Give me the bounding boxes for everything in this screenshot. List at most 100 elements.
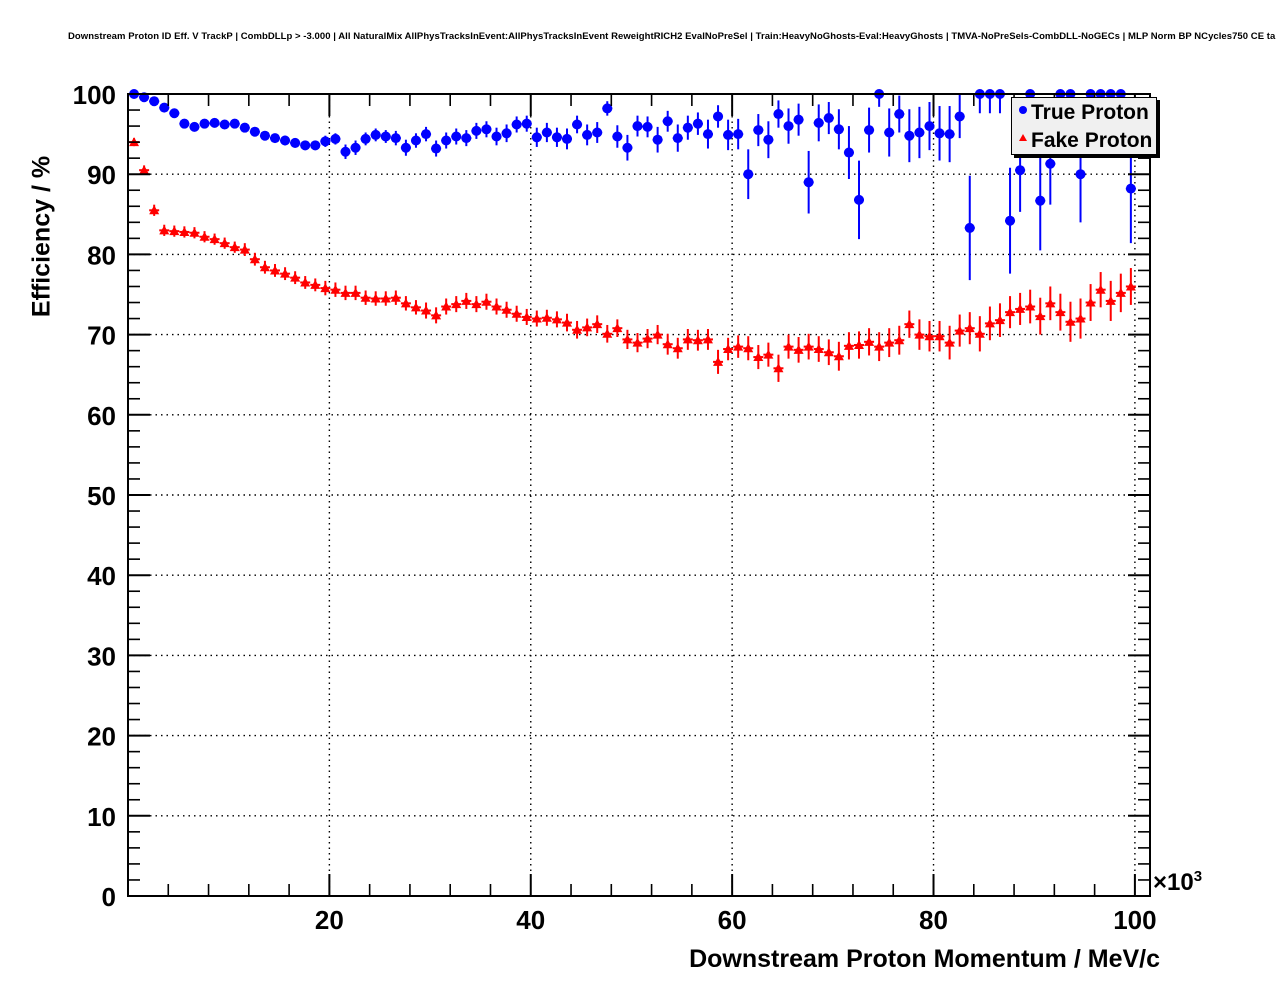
data-point-marker — [652, 329, 663, 339]
y-tick-label: 50 — [87, 481, 116, 511]
data-point-marker — [733, 129, 744, 140]
data-point-marker — [924, 121, 935, 132]
x-tick-label: 80 — [919, 905, 948, 935]
data-point-marker — [1015, 303, 1026, 313]
data-point-marker — [592, 127, 603, 138]
legend-label-true-proton: True Proton — [1031, 100, 1149, 124]
data-point-marker — [421, 129, 432, 140]
data-point-marker — [713, 356, 724, 366]
data-point-marker — [944, 337, 955, 347]
data-point-marker — [441, 135, 452, 146]
x-tick-label: 100 — [1113, 905, 1156, 935]
x-axis-title: Downstream Proton Momentum / MeV/c — [689, 945, 1160, 973]
data-point-marker — [360, 133, 371, 144]
data-point-marker — [1035, 311, 1046, 321]
data-point-marker — [743, 343, 754, 353]
data-point-marker — [390, 133, 401, 144]
data-point-marker — [521, 118, 532, 129]
data-point-marker — [330, 284, 341, 294]
data-point-marker — [833, 351, 844, 361]
data-point-marker — [572, 324, 583, 334]
data-point-marker — [219, 238, 230, 248]
data-point-marker — [854, 194, 865, 205]
data-point-marker — [259, 262, 270, 272]
data-point-marker — [884, 337, 895, 347]
data-point-marker — [823, 113, 834, 124]
exponent-power: 3 — [1193, 868, 1203, 885]
data-point-marker — [1105, 295, 1116, 305]
data-point-marker — [360, 292, 371, 302]
data-point-marker — [280, 135, 291, 146]
data-point-marker — [813, 117, 824, 128]
legend: True Proton Fake Proton — [1011, 97, 1157, 155]
data-point-marker — [169, 226, 180, 236]
data-point-marker — [662, 116, 673, 127]
data-point-marker — [723, 344, 734, 354]
data-point-marker — [219, 119, 230, 130]
y-tick-label: 20 — [87, 722, 116, 752]
data-point-marker — [763, 134, 774, 145]
data-point-marker — [209, 234, 220, 244]
data-point-marker — [944, 129, 955, 140]
data-point-marker — [562, 133, 573, 144]
data-point-marker — [622, 334, 633, 344]
x-tick-label: 60 — [718, 905, 747, 935]
data-point-marker — [924, 331, 935, 341]
data-point-marker — [199, 118, 210, 129]
data-point-marker — [954, 111, 965, 122]
data-point-marker — [159, 102, 170, 113]
data-point-marker — [320, 136, 331, 147]
data-point-marker — [964, 323, 975, 333]
data-point-marker — [179, 118, 190, 129]
data-point-marker — [1075, 313, 1086, 323]
data-point-marker — [723, 129, 734, 140]
data-point-marker — [642, 121, 653, 132]
data-point-marker — [793, 114, 804, 125]
y-axis-title: Efficiency / % — [27, 155, 56, 318]
data-point-marker — [1055, 307, 1066, 317]
y-tick-label: 90 — [87, 160, 116, 190]
legend-entry-true-proton[interactable]: True Proton — [1012, 98, 1156, 126]
data-point-marker — [189, 227, 200, 237]
x-axis-exponent-label: ×103 — [1153, 868, 1202, 897]
y-tick-label: 10 — [87, 802, 116, 832]
data-point-marker — [239, 122, 250, 133]
data-point-marker — [481, 296, 492, 306]
axis-tick-labels: 0 10 20 30 40 50 60 70 80 90 100 20 40 60 80 100 — [73, 80, 1157, 935]
data-point-marker — [914, 127, 925, 138]
data-point-marker — [622, 142, 633, 153]
legend-entry-fake-proton[interactable]: Fake Proton — [1012, 126, 1156, 154]
data-point-marker — [864, 336, 875, 346]
data-point-marker — [249, 254, 260, 264]
data-point-marker — [1095, 284, 1106, 294]
data-point-marker — [904, 130, 915, 141]
data-point-marker — [1045, 298, 1056, 308]
data-point-marker — [783, 121, 794, 132]
data-point-marker — [340, 146, 351, 157]
data-point-marker — [551, 132, 562, 143]
data-point-marker — [541, 312, 552, 322]
data-point-marker — [531, 313, 542, 323]
legend-circle-marker-icon — [1015, 103, 1031, 122]
data-point-marker — [934, 331, 945, 341]
plot-frame — [127, 93, 1151, 897]
page-title: Downstream Proton ID Eff. V TrackP | Com… — [68, 31, 1276, 42]
data-point-marker — [521, 311, 532, 321]
data-point-marker — [229, 118, 240, 129]
y-tick-label: 30 — [87, 641, 116, 671]
data-point-marker — [159, 225, 170, 235]
data-point-marker — [562, 317, 573, 327]
data-point-marker — [400, 142, 411, 153]
data-point-marker — [632, 121, 643, 132]
data-point-marker — [551, 314, 562, 324]
data-point-marker — [692, 118, 703, 129]
data-point-marker — [733, 341, 744, 351]
data-point-marker — [310, 140, 321, 151]
data-point-marker — [149, 96, 160, 107]
data-point-marker — [964, 222, 975, 233]
axes — [127, 93, 1151, 897]
data-point-marker — [209, 117, 220, 128]
data-point-marker — [773, 363, 784, 373]
axis-ticks — [127, 93, 1150, 897]
